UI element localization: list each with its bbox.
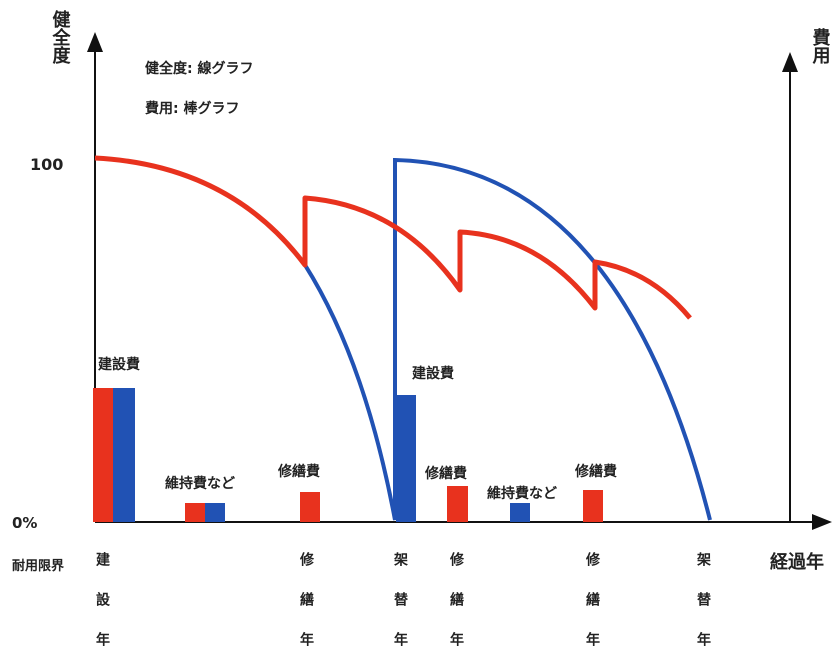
bar-label: 維持費など: [165, 475, 235, 492]
year-marker: 修繕年: [584, 551, 601, 661]
bar-label: 修繕費: [277, 463, 320, 480]
bar-label: 維持費など: [487, 485, 557, 502]
bar: [510, 503, 530, 522]
bar-label: 修繕費: [574, 463, 617, 480]
y2-axis-label: 費用: [810, 27, 831, 65]
legend-entry: 費用: 棒グラフ: [145, 100, 239, 117]
year-markers: 建設年 修繕年 架替年 修繕年 修繕年 架替年: [94, 551, 712, 661]
bar: [447, 486, 468, 522]
bar-label: 建設費: [98, 356, 140, 373]
y-zero-label: 0%: [12, 514, 37, 532]
health-curve-repair: [94, 155, 692, 320]
bar-label: 建設費: [412, 365, 454, 382]
x-axis-label: 経過年: [770, 551, 824, 573]
bar: [205, 503, 225, 522]
year-marker: 架替年: [392, 551, 409, 661]
bar-label: 修繕費: [424, 465, 467, 482]
bar: [185, 503, 205, 522]
year-marker: 修繕年: [448, 551, 465, 661]
cost-bars: [93, 388, 603, 522]
legend-entry: 健全度: 線グラフ: [145, 60, 253, 77]
year-marker: 建設年: [94, 551, 110, 661]
y-axis-label: 健全度: [50, 9, 72, 65]
y-top-label: 100: [30, 155, 63, 174]
year-marker: 修繕年: [298, 551, 315, 661]
bar: [396, 395, 416, 522]
bar: [583, 490, 603, 522]
bar: [113, 388, 135, 522]
bar: [93, 388, 113, 522]
bar: [300, 492, 320, 522]
limit-label: 耐用限界: [12, 558, 64, 574]
year-marker: 架替年: [695, 551, 712, 661]
